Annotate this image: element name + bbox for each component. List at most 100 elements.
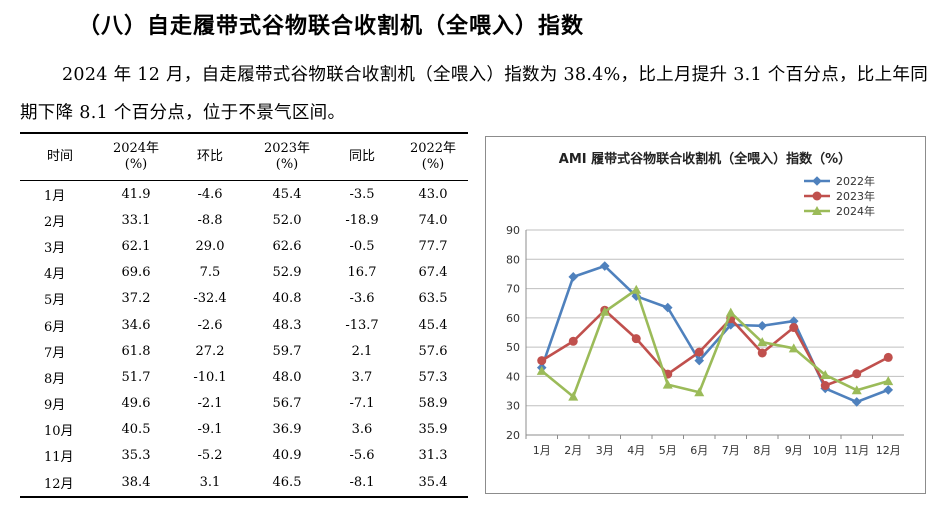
index-table: 时间 2024年 (%) 环比 2023年 (%) 同比 2022年 (%) 1月 41.9… bbox=[20, 132, 468, 498]
summary-paragraph: 2024 年 12 月，自走履带式谷物联合收割机（全喂入）指数为 38.4%，比… bbox=[20, 65, 929, 123]
table-cell: -5.6 bbox=[349, 448, 375, 464]
data-point bbox=[568, 391, 579, 401]
table-cell: 3.6 bbox=[351, 422, 373, 438]
table-cell: 40.8 bbox=[272, 291, 302, 307]
table-cell: 8月 bbox=[44, 371, 66, 387]
table-row: 7月 61.8 27.2 59.7 2.1 57.6 bbox=[20, 338, 468, 364]
legend-marker bbox=[812, 176, 822, 186]
x-tick-label: 2月 bbox=[564, 444, 582, 457]
table-cell: 59.7 bbox=[272, 343, 302, 359]
table-cell: -8.8 bbox=[197, 212, 223, 228]
data-point bbox=[820, 381, 830, 391]
data-point bbox=[851, 385, 862, 395]
table-header-cell: 环比 bbox=[172, 134, 248, 181]
x-tick-label: 5月 bbox=[659, 444, 677, 457]
table-header-row: 时间 2024年 (%) 环比 2023年 (%) 同比 2022年 (%) bbox=[20, 134, 468, 181]
table-cell: 69.6 bbox=[121, 265, 151, 281]
table-cell: -2.6 bbox=[197, 317, 223, 333]
table-cell: 40.9 bbox=[272, 448, 302, 464]
table-cell: 3.1 bbox=[199, 474, 221, 490]
table-row: 3月 62.1 29.0 62.6 -0.5 77.7 bbox=[20, 233, 468, 259]
table-cell: -3.5 bbox=[349, 186, 375, 202]
x-tick-label: 10月 bbox=[813, 444, 838, 457]
table-cell: 11月 bbox=[44, 450, 74, 466]
table-cell: 62.1 bbox=[121, 238, 151, 254]
data-point bbox=[725, 307, 736, 317]
table-cell: -4.6 bbox=[197, 186, 223, 202]
data-point bbox=[820, 369, 831, 379]
x-tick-label: 11月 bbox=[844, 444, 869, 457]
table-cell: 52.0 bbox=[272, 212, 302, 228]
table-cell: 3.7 bbox=[351, 369, 373, 385]
table-row: 5月 37.2 -32.4 40.8 -3.6 63.5 bbox=[20, 286, 468, 312]
table-cell: 35.3 bbox=[121, 448, 151, 464]
data-point bbox=[694, 387, 705, 397]
legend-label: 2022年 bbox=[836, 174, 875, 188]
table-header-cell: 时间 bbox=[20, 134, 100, 181]
table-cell: 33.1 bbox=[121, 212, 151, 228]
table-cell: -10.1 bbox=[193, 369, 227, 385]
data-point bbox=[631, 284, 642, 294]
data-point bbox=[757, 320, 768, 331]
table-cell: 57.6 bbox=[418, 343, 448, 359]
table-cell: 12月 bbox=[44, 476, 74, 492]
chart-svg: AMI 履带式谷物联合收割机（全喂入）指数（%） 20 30 40 50 60 70 80 90… bbox=[506, 151, 904, 457]
x-tick-label: 7月 bbox=[722, 444, 740, 457]
table-cell: 62.6 bbox=[272, 238, 302, 254]
legend-label: 2023年 bbox=[836, 189, 875, 203]
table-cell: 56.7 bbox=[272, 396, 302, 412]
table-cell: 58.9 bbox=[418, 396, 448, 412]
section-heading: （八）自走履带式谷物联合收割机（全喂入）指数 bbox=[78, 14, 585, 39]
data-point bbox=[789, 323, 799, 333]
table-cell: 27.2 bbox=[195, 343, 225, 359]
legend-label: 2024年 bbox=[836, 204, 875, 218]
table-cell: 61.8 bbox=[121, 343, 151, 359]
table-cell: 16.7 bbox=[347, 265, 377, 281]
table-cell: 7月 bbox=[44, 345, 66, 361]
chart-title: AMI 履带式谷物联合收割机（全喂入）指数（%） bbox=[559, 151, 851, 167]
table-cell: 35.9 bbox=[418, 422, 448, 438]
data-point bbox=[662, 379, 673, 389]
table-cell: -3.6 bbox=[349, 291, 375, 307]
table-cell: 77.7 bbox=[418, 238, 448, 254]
data-point bbox=[883, 376, 894, 386]
table-cell: 46.5 bbox=[272, 474, 302, 490]
y-tick-label: 20 bbox=[506, 429, 520, 442]
data-point bbox=[694, 347, 704, 357]
data-point bbox=[788, 343, 799, 353]
data-point bbox=[883, 352, 893, 362]
table-header-cell: 2024年 (%) bbox=[100, 134, 172, 181]
table-row: 6月 34.6 -2.6 48.3 -13.7 45.4 bbox=[20, 312, 468, 338]
data-point bbox=[568, 336, 578, 346]
x-tick-label: 8月 bbox=[753, 444, 771, 457]
y-tick-label: 80 bbox=[506, 253, 520, 266]
table-row: 2月 33.1 -8.8 52.0 -18.9 74.0 bbox=[20, 207, 468, 233]
table-cell: 34.6 bbox=[121, 317, 151, 333]
table-cell: 6月 bbox=[44, 319, 66, 335]
table-cell: 2.1 bbox=[351, 343, 373, 359]
table-body: 1月 41.9 -4.6 45.4 -3.5 43.0 2月 33.1 -8.8 52.0 -18.… bbox=[20, 181, 468, 496]
table-cell: -7.1 bbox=[349, 396, 375, 412]
table-cell: 38.4 bbox=[121, 474, 151, 490]
table-cell: 10月 bbox=[44, 424, 74, 440]
y-tick-label: 50 bbox=[506, 341, 520, 354]
table-cell: 4月 bbox=[44, 267, 66, 283]
table-cell: -8.1 bbox=[349, 474, 375, 490]
table-cell: 31.3 bbox=[418, 448, 448, 464]
x-tick-label: 1月 bbox=[533, 444, 551, 457]
data-point bbox=[883, 385, 894, 395]
table-cell: 37.2 bbox=[121, 291, 151, 307]
x-tick-label: 3月 bbox=[596, 444, 614, 457]
table-header-cell: 2023年 (%) bbox=[248, 134, 326, 181]
x-tick-label: 12月 bbox=[876, 444, 901, 457]
y-tick-label: 40 bbox=[506, 370, 520, 383]
table-cell: -2.1 bbox=[197, 396, 223, 412]
data-point bbox=[599, 306, 610, 316]
table-cell: 5月 bbox=[44, 293, 66, 309]
table-cell: 74.0 bbox=[418, 212, 448, 228]
table-cell: 43.0 bbox=[418, 186, 448, 202]
table-header-cell: 2022年 (%) bbox=[398, 134, 468, 181]
table-row: 12月 38.4 3.1 46.5 -8.1 35.4 bbox=[20, 469, 468, 495]
table-cell: 67.4 bbox=[418, 265, 448, 281]
x-tick-label: 4月 bbox=[627, 444, 645, 457]
